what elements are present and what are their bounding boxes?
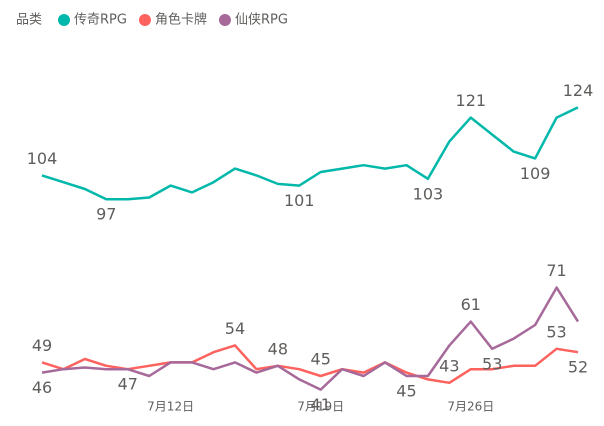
- data-label: 61: [461, 295, 481, 314]
- line-series: [41, 344, 579, 385]
- legend-label: 角色卡牌: [155, 12, 207, 28]
- legend-marker: [218, 14, 231, 26]
- data-label: 54: [225, 319, 245, 338]
- data-label: 49: [32, 336, 52, 355]
- data-label: 103: [413, 184, 444, 203]
- data-label: 104: [27, 149, 58, 168]
- data-label: 45: [311, 350, 331, 369]
- data-label: 53: [482, 354, 502, 373]
- data-label: 109: [520, 164, 551, 183]
- legend-marker: [58, 14, 70, 26]
- data-label: 41: [311, 395, 331, 414]
- data-label: 53: [546, 322, 566, 341]
- line-series: [41, 106, 579, 201]
- data-label: 101: [284, 191, 315, 210]
- data-label: 52: [568, 358, 588, 377]
- data-label: 45: [396, 382, 416, 401]
- data-label: 124: [563, 81, 594, 100]
- data-label: 43: [439, 356, 459, 375]
- legend-marker: [138, 14, 151, 26]
- legend-label: 传奇RPG: [74, 12, 127, 28]
- data-label: 71: [546, 261, 566, 280]
- data-label: 47: [118, 375, 138, 394]
- x-tick-label: 7月12日: [147, 400, 194, 414]
- data-label: 121: [456, 91, 487, 110]
- data-label: 48: [268, 339, 288, 358]
- line-series: [41, 286, 580, 391]
- data-label: 46: [32, 378, 52, 397]
- x-tick-label: 7月26日: [447, 400, 494, 414]
- legend-label: 仙侠RPG: [235, 13, 288, 28]
- x-tick-label: 7月19日: [297, 400, 344, 414]
- legend-title: 品类: [16, 13, 42, 28]
- data-label: 97: [96, 205, 116, 224]
